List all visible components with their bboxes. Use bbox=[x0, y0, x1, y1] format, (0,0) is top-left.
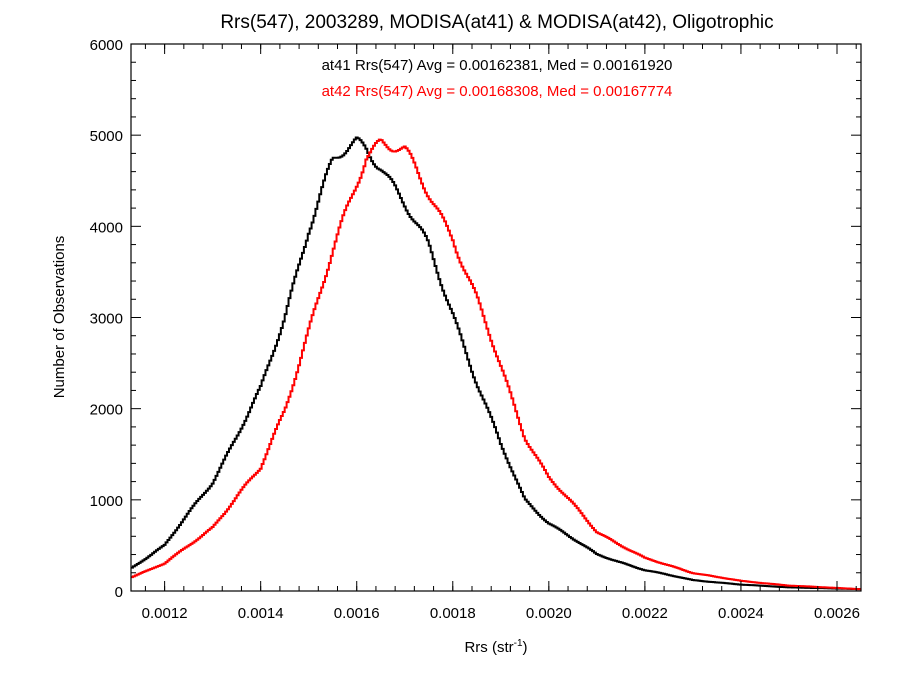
y-tick-label: 2000 bbox=[90, 402, 123, 419]
x-tick-label: 0.0016 bbox=[334, 605, 380, 622]
x-axis: 0.0012 0.0014 0.0016 0.0018 0.0020 0.0022 0.00… bbox=[142, 44, 860, 622]
x-tick-label: 0.0024 bbox=[718, 605, 764, 622]
y-axis: 0 1000 2000 3000 4000 5000 6000 bbox=[90, 37, 861, 601]
x-tick-label: 0.0026 bbox=[814, 605, 860, 622]
y-tick-label: 4000 bbox=[90, 219, 123, 236]
y-tick-label: 1000 bbox=[90, 493, 123, 510]
x-axis-title-close: ) bbox=[523, 639, 528, 656]
y-axis-title: Number of Observations bbox=[51, 236, 68, 399]
annotation-2: at42 Rrs(547) Avg = 0.00168308, Med = 0.… bbox=[322, 83, 673, 100]
series-group bbox=[131, 136, 861, 591]
y-tick-label: 0 bbox=[115, 584, 123, 601]
chart-title: Rrs(547), 2003289, MODISA(at41) & MODISA… bbox=[220, 12, 773, 33]
x-tick-label: 0.0012 bbox=[142, 605, 188, 622]
x-axis-title: Rrs (str-1) bbox=[464, 638, 527, 656]
series-line-1 bbox=[131, 136, 861, 591]
y-tick-label: 6000 bbox=[90, 37, 123, 54]
legend-annotations: at41 Rrs(547) Avg = 0.00162381, Med = 0.… bbox=[322, 57, 673, 100]
series-line-2 bbox=[131, 138, 861, 591]
x-axis-title-main: Rrs (str bbox=[464, 639, 513, 656]
y-tick-label: 3000 bbox=[90, 311, 123, 328]
x-tick-label: 0.0022 bbox=[622, 605, 668, 622]
x-axis-title-sup: -1 bbox=[514, 638, 523, 649]
x-tick-label: 0.0018 bbox=[430, 605, 476, 622]
x-tick-label: 0.0020 bbox=[526, 605, 572, 622]
x-tick-label: 0.0014 bbox=[238, 605, 284, 622]
plot-frame bbox=[130, 43, 862, 592]
annotation-1: at41 Rrs(547) Avg = 0.00162381, Med = 0.… bbox=[322, 57, 673, 74]
y-tick-label: 5000 bbox=[90, 128, 123, 145]
